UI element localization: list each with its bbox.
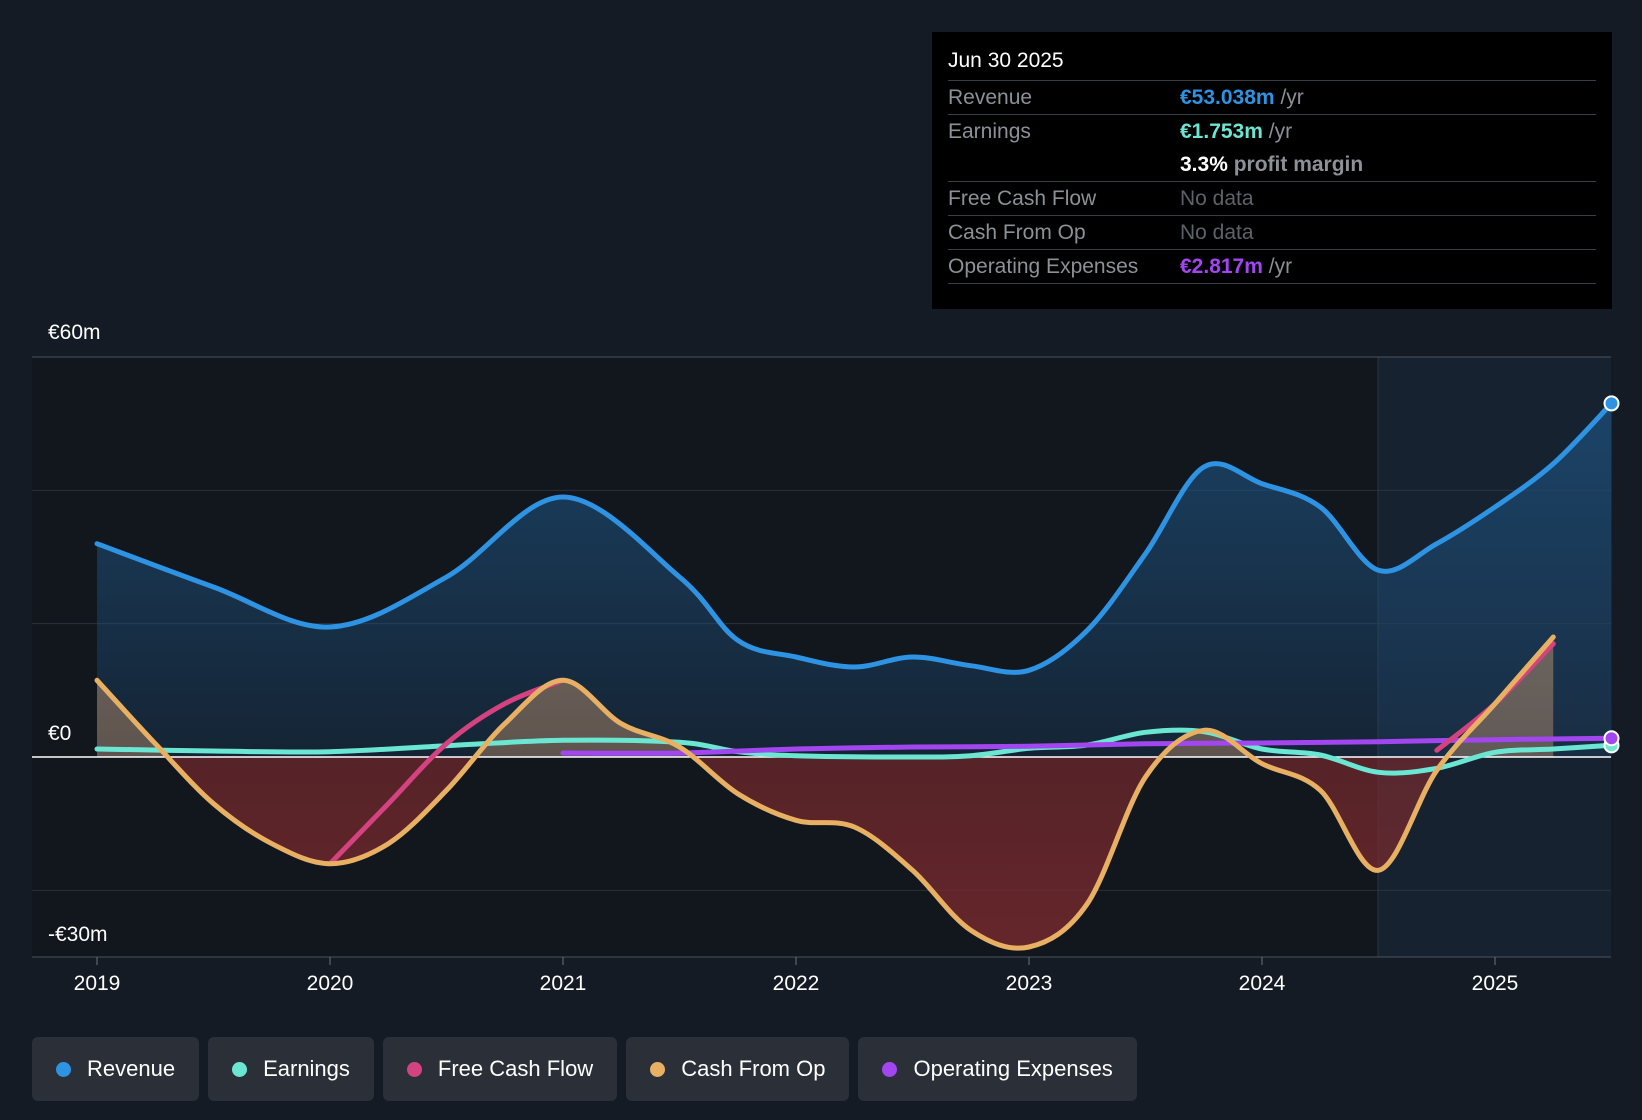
tooltip-row-revenue: Revenue €53.038m /yr xyxy=(948,81,1596,115)
tooltip-row-opex: Operating Expenses €2.817m /yr xyxy=(948,250,1596,284)
series-line-earnings xyxy=(94,727,1614,776)
tooltip-cfo-value: No data xyxy=(1180,221,1254,244)
x-tick-label: 2023 xyxy=(1006,972,1053,995)
y-tick-label-top: €60m xyxy=(48,321,101,344)
tooltip-date: Jun 30 2025 xyxy=(948,46,1596,81)
tooltip-earnings-label: Earnings xyxy=(948,120,1031,143)
tooltip-margin-text: profit margin xyxy=(1233,153,1364,176)
tooltip-opex-value: €2.817m xyxy=(1180,255,1263,278)
legend-label: Earnings xyxy=(263,1056,350,1081)
tooltip-unit: /yr xyxy=(1268,255,1293,278)
legend-item-operating-expenses[interactable]: Operating Expenses xyxy=(858,1037,1137,1101)
legend-label: Free Cash Flow xyxy=(437,1056,594,1081)
tooltip-margin-value: 3.3% xyxy=(1180,153,1228,176)
legend-dot-icon xyxy=(882,1061,898,1077)
x-tick-label: 2022 xyxy=(773,972,820,995)
tooltip-row-cfo: Cash From Op No data xyxy=(948,216,1596,250)
legend-label: Cash From Op xyxy=(681,1056,826,1081)
legend-dot-icon xyxy=(406,1061,422,1077)
endpoint-operating-expenses xyxy=(1603,730,1620,747)
tooltip-unit: /yr xyxy=(1280,86,1304,109)
endpoint-revenue xyxy=(1603,395,1620,412)
series-line-free-cash-flow xyxy=(327,677,566,867)
tooltip-unit: /yr xyxy=(1268,120,1293,143)
legend-dot-icon xyxy=(232,1061,248,1077)
legend-item-earnings[interactable]: Earnings xyxy=(208,1037,374,1101)
x-tick-label: 2021 xyxy=(540,972,587,995)
tooltip: Jun 30 2025 Revenue €53.038m /yr Earning… xyxy=(932,32,1612,309)
y-tick-label-zero: €0 xyxy=(48,722,71,745)
tooltip-row-earnings: Earnings €1.753m /yr xyxy=(948,115,1596,148)
cash-from-op-negative-area xyxy=(97,757,1554,949)
x-tick-label: 2025 xyxy=(1472,972,1519,995)
x-tick-label: 2024 xyxy=(1239,972,1286,995)
legend-item-cash-from-op[interactable]: Cash From Op xyxy=(626,1037,850,1101)
tooltip-row-margin: 3.3% profit margin xyxy=(948,148,1596,182)
legend-item-free-cash-flow[interactable]: Free Cash Flow xyxy=(382,1037,618,1101)
legend-dot-icon xyxy=(56,1061,71,1077)
x-tick-label: 2020 xyxy=(307,972,354,995)
tooltip-row-fcf: Free Cash Flow No data xyxy=(948,182,1596,216)
legend-label: Revenue xyxy=(87,1056,176,1081)
tooltip-earnings-value: €1.753m xyxy=(1180,120,1263,143)
legend-dot-icon xyxy=(650,1061,666,1077)
series-line-operating-expenses xyxy=(560,735,1614,756)
x-tick-label: 2019 xyxy=(74,972,121,995)
tooltip-opex-label: Operating Expenses xyxy=(948,255,1139,278)
revenue-area xyxy=(97,403,1612,757)
tooltip-revenue-value: €53.038m xyxy=(1180,86,1275,109)
series-line-cash-from-op xyxy=(94,634,1556,951)
legend-item-revenue[interactable]: Revenue xyxy=(32,1037,200,1101)
tooltip-fcf-value: No data xyxy=(1180,187,1254,210)
tooltip-revenue-label: Revenue xyxy=(948,86,1033,109)
tooltip-cfo-label: Cash From Op xyxy=(948,221,1086,244)
series-line-revenue xyxy=(94,400,1614,675)
tooltip-fcf-label: Free Cash Flow xyxy=(948,187,1097,210)
y-tick-label-bottom: -€30m xyxy=(48,923,108,946)
legend-label: Operating Expenses xyxy=(913,1056,1113,1081)
legend: Revenue Earnings Free Cash Flow Cash Fro… xyxy=(32,1037,1137,1101)
